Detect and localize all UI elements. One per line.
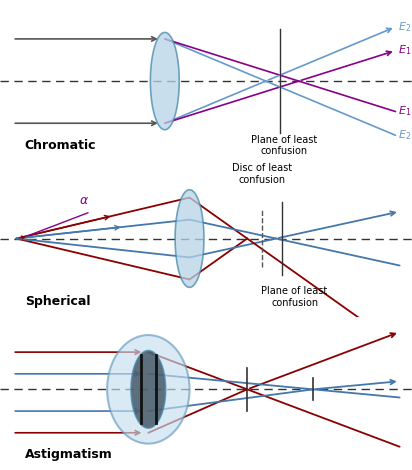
Text: $E_2$: $E_2$	[398, 20, 411, 34]
Polygon shape	[131, 351, 166, 428]
Text: Disc of least
confusion: Disc of least confusion	[232, 163, 292, 185]
Text: Spherical: Spherical	[25, 295, 90, 308]
Text: Plane of least
confusion: Plane of least confusion	[262, 286, 328, 308]
Text: Astigmatism: Astigmatism	[25, 448, 112, 461]
Text: $E_2$: $E_2$	[398, 128, 411, 142]
Ellipse shape	[107, 335, 190, 444]
Text: Chromatic: Chromatic	[25, 140, 96, 152]
Text: Plane of least
confusion: Plane of least confusion	[251, 134, 317, 156]
Text: $\alpha$: $\alpha$	[80, 194, 89, 207]
Polygon shape	[175, 190, 204, 287]
Polygon shape	[150, 32, 179, 130]
Text: $E_1$: $E_1$	[398, 44, 411, 57]
Text: $E_1$: $E_1$	[398, 105, 411, 118]
